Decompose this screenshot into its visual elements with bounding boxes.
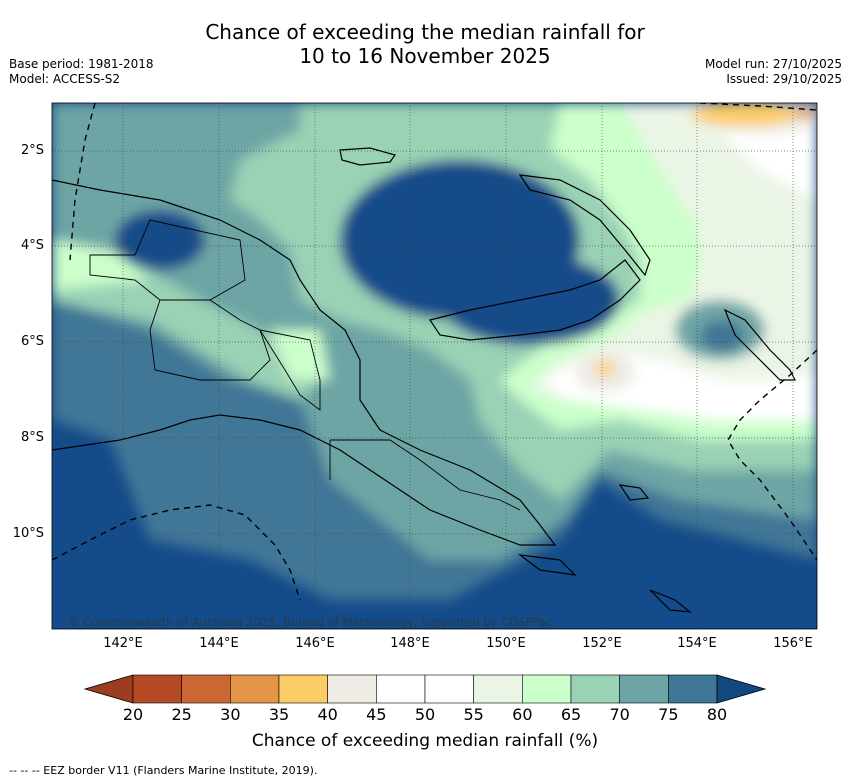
colorbar-swatch-25-30 [181,674,231,704]
colorbar [83,674,767,704]
colorbar-swatch-70-75 [619,674,669,704]
colorbar-swatch-50-55 [424,674,474,704]
colorbar-tick-40: 40 [317,705,338,724]
colorbar-swatch-55-60 [473,674,523,704]
colorbar-swatch-40-45 [327,674,377,704]
graticule [52,103,817,629]
colorbar-tick-60: 60 [512,705,533,724]
meta-left: Base period: 1981-2018 Model: ACCESS-S2 [9,57,154,87]
colorbar-title: Chance of exceeding median rainfall (%) [251,731,599,751]
model-run: Model run: 27/10/2025 [704,57,842,71]
colorbar-swatch-60-65 [522,674,572,704]
colorbar-tick-25: 25 [171,705,192,724]
meta-right: Model run: 27/10/2025 Issued: 29/10/2025 [705,57,842,87]
lon-label-146e: 146°E [295,636,335,651]
colorbar-swatch-75-80 [668,674,718,704]
colorbar-swatch-30-35 [230,674,280,704]
coastlines [52,147,796,613]
colorbar-tick-65: 65 [560,705,582,724]
eez-borders [52,103,817,601]
colorbar-under-arrow [83,674,134,704]
colorbar-tick-70: 70 [609,705,630,724]
lon-label-154e: 154°E [677,636,717,651]
title-line-2: 10 to 16 November 2025 [299,44,551,68]
lon-label-152e: 152°E [582,636,622,651]
colorbar-tick-30: 30 [220,705,241,724]
probability-field: © Commonwealth of Australia 2025, Bureau… [52,103,817,629]
lat-label-8s: 8°S [20,430,44,445]
province-boundaries [89,219,521,511]
colorbar-over-arrow [716,674,767,704]
lon-label-150e: 150°E [486,636,526,651]
colorbar-tick-50: 50 [414,705,436,724]
lon-label-156e: 156°E [773,636,813,651]
copyright-notice: © Commonwealth of Australia 2025, Bureau… [68,615,552,629]
lat-label-10s: 10°S [12,526,44,541]
lon-label-142e: 142°E [103,636,143,651]
model-name: Model: ACCESS-S2 [9,72,121,86]
issued-date: Issued: 29/10/2025 [726,72,842,86]
lat-label-6s: 6°S [20,334,44,349]
colorbar-tick-20: 20 [122,705,144,724]
colorbar-tick-35: 35 [268,705,290,724]
lon-label-148e: 148°E [390,636,430,651]
lon-label-144e: 144°E [199,636,239,651]
colorbar-swatch-35-40 [278,674,328,704]
colorbar-swatch-65-70 [570,674,620,704]
lat-label-4s: 4°S [20,238,44,253]
colorbar-swatch-45-50 [376,674,426,704]
lat-label-2s: 2°S [20,143,44,158]
title-line-1: Chance of exceeding the median rainfall … [205,20,645,44]
colorbar-tick-80: 80 [706,705,728,724]
colorbar-swatch-20-25 [132,674,182,704]
colorbar-tick-55: 55 [463,705,484,724]
chart-title: Chance of exceeding the median rainfall … [0,20,850,68]
base-period: Base period: 1981-2018 [9,57,154,71]
eez-footnote: -- -- -- EEZ border V11 (Flanders Marine… [9,764,318,777]
map-frame [51,102,818,630]
colorbar-tick-75: 75 [658,705,679,724]
colorbar-tick-45: 45 [366,705,387,724]
